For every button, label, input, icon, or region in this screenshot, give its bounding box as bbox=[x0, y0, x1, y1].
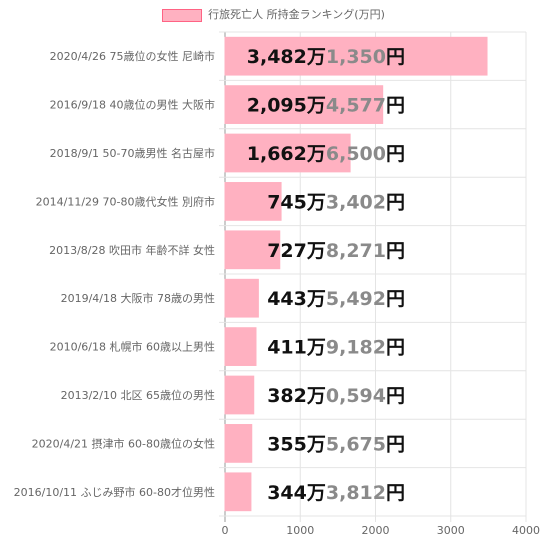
data-label-man: 745万 bbox=[267, 191, 326, 213]
data-label: 727万8,271円 bbox=[267, 240, 405, 262]
bar bbox=[224, 424, 253, 463]
data-label-man: 411万 bbox=[267, 337, 326, 359]
legend-label: 行旅死亡人 所持金ランキング(万円) bbox=[208, 8, 385, 21]
x-tick-label: 2000 bbox=[362, 524, 390, 537]
category-label: 2010/6/18 札幌市 60歳以上男性 bbox=[50, 340, 215, 354]
data-label-yen: 1,350 bbox=[326, 46, 386, 68]
bar bbox=[224, 133, 351, 173]
data-label-man: 727万 bbox=[267, 240, 326, 262]
data-label: 382万0,594円 bbox=[267, 385, 405, 407]
data-label-man: 2,095万 bbox=[247, 95, 326, 117]
chart-legend[interactable]: 行旅死亡人 所持金ランキング(万円) bbox=[0, 6, 547, 22]
x-tick-label: 1000 bbox=[286, 524, 314, 537]
category-label: 2018/9/1 50-70歳男性 名古屋市 bbox=[50, 146, 215, 160]
data-label-unit: 円 bbox=[386, 143, 405, 165]
data-label-unit: 円 bbox=[386, 385, 405, 407]
data-label-unit: 円 bbox=[386, 46, 405, 68]
data-label-man: 382万 bbox=[267, 385, 326, 407]
data-label-unit: 円 bbox=[386, 482, 405, 504]
data-label-man: 344万 bbox=[267, 482, 326, 504]
x-tick-label: 3000 bbox=[437, 524, 465, 537]
legend-swatch bbox=[162, 8, 203, 22]
data-label-man: 355万 bbox=[267, 433, 326, 455]
bar bbox=[224, 327, 257, 366]
data-label-unit: 円 bbox=[386, 95, 405, 117]
data-label: 3,482万1,350円 bbox=[247, 46, 405, 68]
data-label: 1,662万6,500円 bbox=[247, 143, 405, 165]
data-label: 344万3,812円 bbox=[267, 482, 405, 504]
data-label: 443万5,492円 bbox=[267, 288, 405, 310]
category-label: 2020/4/21 摂津市 60-80歳位の女性 bbox=[32, 436, 215, 450]
data-label-unit: 円 bbox=[386, 433, 405, 455]
bar bbox=[224, 36, 488, 76]
category-label: 2016/10/11 ふじみ野市 60-80才位男性 bbox=[14, 485, 215, 499]
data-label-unit: 円 bbox=[386, 288, 405, 310]
data-label-unit: 円 bbox=[386, 337, 405, 359]
data-label-unit: 円 bbox=[386, 191, 405, 213]
category-label: 2019/4/18 大阪市 78歳の男性 bbox=[61, 291, 215, 305]
bar bbox=[224, 230, 281, 270]
data-label-yen: 3,402 bbox=[326, 191, 386, 213]
data-label-yen: 0,594 bbox=[326, 385, 386, 407]
data-label-yen: 3,812 bbox=[326, 482, 386, 504]
category-label: 2013/8/28 吹田市 年齢不詳 女性 bbox=[49, 243, 215, 257]
data-label: 2,095万4,577円 bbox=[247, 95, 405, 117]
data-label-yen: 8,271 bbox=[326, 240, 386, 262]
bar bbox=[224, 278, 259, 318]
category-label: 2016/9/18 40歳位の男性 大阪市 bbox=[50, 98, 215, 112]
bar bbox=[224, 472, 252, 512]
data-label-man: 443万 bbox=[267, 288, 326, 310]
category-label: 2020/4/26 75歳位の女性 尼崎市 bbox=[50, 49, 215, 63]
data-label-yen: 5,675 bbox=[326, 433, 386, 455]
bar bbox=[224, 85, 384, 124]
data-label-man: 1,662万 bbox=[247, 143, 326, 165]
data-label: 411万9,182円 bbox=[267, 337, 405, 359]
data-label-yen: 5,492 bbox=[326, 288, 386, 310]
data-label-yen: 4,577 bbox=[326, 95, 386, 117]
data-label-yen: 9,182 bbox=[326, 337, 386, 359]
category-label: 2013/2/10 北区 65歳位の男性 bbox=[61, 388, 215, 402]
data-label: 355万5,675円 bbox=[267, 433, 405, 455]
x-tick-label: 0 bbox=[222, 524, 229, 537]
bar bbox=[224, 375, 255, 415]
data-label-man: 3,482万 bbox=[247, 46, 326, 68]
x-tick-label: 4000 bbox=[512, 524, 540, 537]
category-label: 2014/11/29 70-80歳代女性 別府市 bbox=[36, 194, 215, 208]
data-label-unit: 円 bbox=[386, 240, 405, 262]
bar bbox=[224, 182, 282, 221]
data-label: 745万3,402円 bbox=[267, 191, 405, 213]
data-label-yen: 6,500 bbox=[326, 143, 386, 165]
